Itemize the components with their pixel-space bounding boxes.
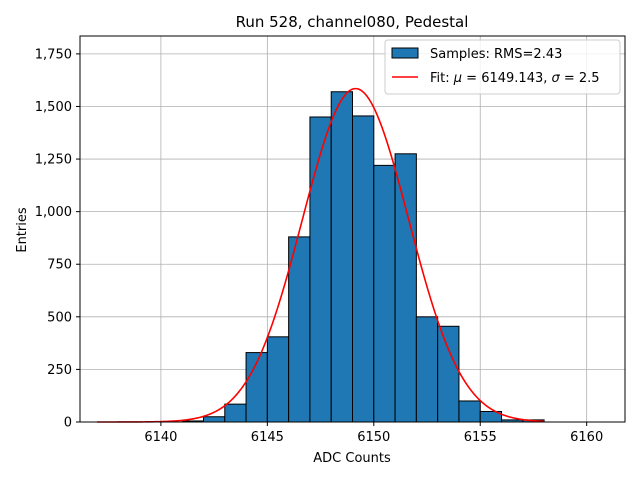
histogram-bar — [266, 336, 290, 423]
x-tick-label: 6160 — [570, 430, 603, 445]
y-tick-label: 500 — [47, 310, 72, 325]
histogram-bar — [309, 116, 332, 423]
histogram-bar — [437, 325, 460, 423]
y-tick-label: 1,750 — [35, 47, 72, 62]
y-tick-label: 0 — [64, 416, 72, 431]
x-axis-label: ADC Counts — [313, 451, 391, 466]
x-tick-label: 6155 — [464, 430, 497, 445]
y-tick-label: 250 — [47, 363, 72, 378]
gaussian-fit-line — [97, 87, 545, 423]
histogram-bar — [224, 403, 247, 423]
legend-fit-sigma-value: = 2.5 — [560, 71, 600, 86]
histogram-bar — [458, 400, 481, 423]
histogram-bar — [394, 153, 417, 423]
plot-frame — [79, 35, 626, 423]
legend-fit-mu-value: = 6149.143, — [462, 71, 551, 86]
histogram-bar — [373, 164, 396, 423]
x-axis-ticks: 6140 6145 6150 6155 6160 — [144, 422, 603, 445]
histogram-bar — [415, 316, 439, 423]
legend-label-fit: Fit: μ = 6149.143, σ = 2.5 — [430, 71, 600, 86]
y-tick-label: 750 — [47, 258, 72, 273]
legend-label-samples: Samples: RMS=2.43 — [430, 47, 562, 62]
legend-box — [384, 39, 621, 95]
histogram-bars — [181, 91, 545, 423]
legend-swatch-samples — [391, 47, 419, 59]
x-tick-label: 6145 — [251, 430, 284, 445]
histogram-bar — [288, 236, 311, 423]
legend-fit-sigma-symbol: σ — [552, 71, 561, 86]
x-tick-label: 6150 — [357, 430, 390, 445]
y-axis-ticks: 0 250 500 750 1,000 1,250 1,500 1,750 — [35, 47, 80, 431]
histogram-bar — [352, 115, 375, 423]
y-tick-label: 1,250 — [35, 153, 72, 168]
histogram-bar — [330, 91, 353, 423]
y-tick-label: 1,500 — [35, 100, 72, 115]
legend: Samples: RMS=2.43 Fit: μ = 6149.143, σ =… — [384, 39, 621, 95]
histogram-bar — [202, 416, 226, 423]
y-tick-label: 1,000 — [35, 205, 72, 220]
legend-fit-mu-symbol: μ — [453, 71, 462, 86]
y-axis-label: Entries — [15, 207, 30, 253]
chart-title: Run 528, channel080, Pedestal — [236, 13, 469, 31]
x-tick-label: 6140 — [144, 430, 177, 445]
legend-fit-prefix: Fit: — [430, 71, 454, 86]
